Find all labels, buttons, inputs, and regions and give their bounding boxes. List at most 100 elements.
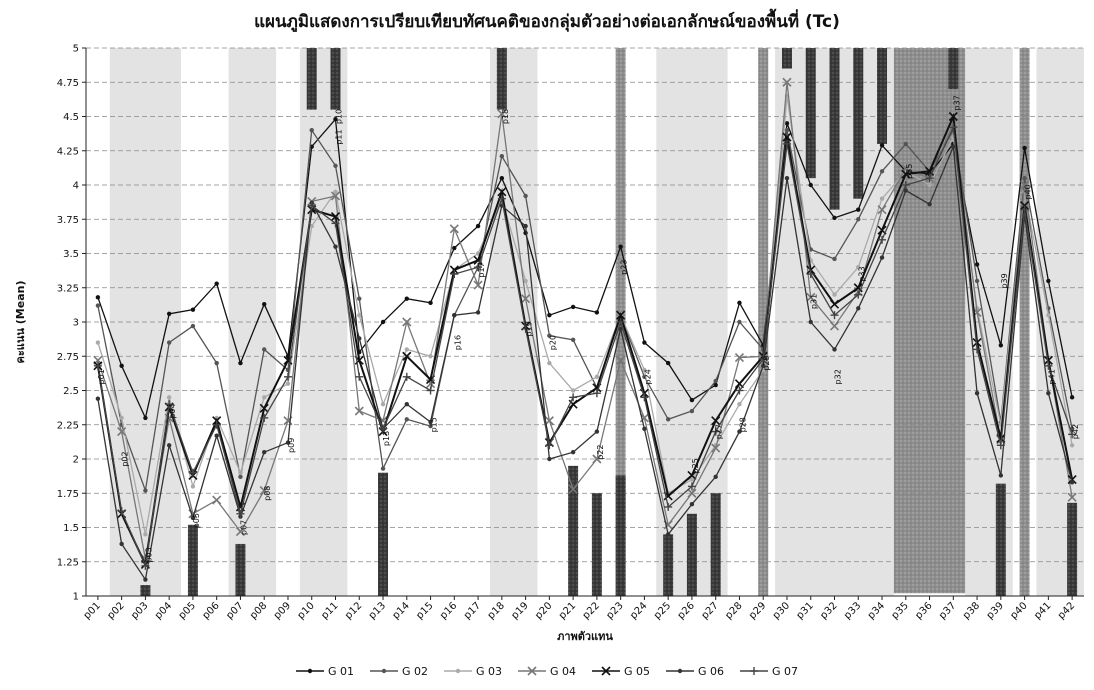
data-point (974, 278, 980, 284)
point-label: p41 (1047, 369, 1056, 384)
point-label: p19 (525, 321, 534, 336)
data-point (330, 211, 341, 222)
data-point (238, 474, 243, 480)
data-point (592, 389, 601, 398)
data-point (1022, 145, 1027, 151)
x-tick-label: p26 (676, 600, 697, 621)
data-point (190, 484, 196, 489)
data-point (903, 141, 908, 147)
x-tick-label: p38 (961, 600, 982, 621)
data-point (521, 294, 531, 304)
legend-label: G 07 (772, 665, 798, 678)
data-point (616, 310, 626, 320)
data-point (333, 244, 338, 249)
data-point (357, 336, 362, 341)
data-point (664, 502, 673, 511)
data-point (521, 324, 530, 333)
data-point (1069, 480, 1075, 485)
x-tick-label: p09 (272, 600, 293, 621)
data-point (570, 449, 576, 455)
data-point (996, 441, 1005, 450)
data-point (948, 111, 958, 122)
data-point (784, 128, 790, 133)
medium-band (758, 48, 769, 596)
dark-block (948, 48, 959, 90)
series-line (97, 128, 1073, 494)
data-point (259, 403, 269, 413)
data-point (998, 473, 1004, 478)
data-point (1067, 492, 1077, 502)
point-label: p08 (263, 486, 272, 501)
data-point (806, 265, 816, 275)
data-point (307, 201, 316, 210)
data-point (166, 395, 172, 400)
point-label: p13 (382, 431, 391, 446)
data-point (212, 495, 222, 505)
data-point (570, 337, 576, 343)
x-tick-label: p33 (842, 600, 863, 621)
shaded-band (228, 48, 277, 596)
point-label: p35 (905, 164, 914, 179)
data-point (428, 300, 433, 306)
legend-marker (307, 668, 313, 674)
legend-item-7: G 07 (740, 665, 798, 678)
data-point (782, 77, 792, 87)
data-point (262, 395, 267, 400)
legend-marker (455, 668, 461, 674)
data-point (737, 429, 742, 434)
y-tick-label: 2.25 (57, 420, 79, 431)
data-point (711, 443, 721, 453)
dark-block (140, 585, 151, 596)
data-point (665, 532, 671, 537)
data-point (594, 374, 600, 379)
x-tick-label: p01 (82, 600, 103, 621)
data-point (143, 488, 148, 493)
data-point (570, 304, 576, 310)
data-point (333, 117, 338, 122)
data-point (380, 402, 386, 407)
point-label: p01 (97, 369, 106, 384)
y-tick-label: 1.75 (57, 489, 79, 500)
legend-label: G 01 (328, 665, 354, 678)
data-point (853, 283, 863, 293)
data-point (974, 262, 980, 267)
data-point (1044, 361, 1053, 370)
x-tick-label: p39 (985, 600, 1006, 621)
data-point (925, 174, 934, 183)
x-tick-label: p29 (747, 600, 768, 621)
data-point (357, 296, 362, 301)
data-point (404, 296, 409, 301)
x-tick-label: p05 (177, 600, 198, 621)
data-point (95, 303, 101, 308)
data-point (380, 466, 386, 471)
data-point (499, 154, 505, 159)
point-label: p39 (1000, 273, 1009, 288)
data-point (333, 189, 338, 195)
data-point (687, 488, 697, 498)
data-point (830, 311, 839, 320)
dark-block (568, 465, 579, 596)
data-point (404, 347, 409, 352)
x-tick-label: p14 (391, 600, 412, 621)
data-point (806, 270, 815, 279)
data-point (1043, 355, 1053, 365)
data-point (806, 292, 816, 302)
dark-block (710, 493, 721, 596)
legend-marker (381, 668, 387, 674)
data-point (283, 372, 292, 381)
data-point (402, 317, 412, 327)
data-point (214, 433, 219, 438)
x-tick-label: p28 (723, 600, 744, 621)
legend-marker (527, 666, 537, 676)
dark-block (1067, 502, 1078, 596)
y-tick-label: 3.25 (57, 283, 79, 294)
data-point (523, 278, 528, 284)
point-label: p09 (287, 438, 296, 453)
data-point (594, 310, 600, 315)
data-point (259, 485, 269, 496)
data-point (117, 507, 126, 516)
data-point (497, 187, 507, 197)
data-point (143, 532, 148, 537)
data-point (450, 270, 459, 279)
y-tick-label: 4.75 (57, 78, 79, 89)
